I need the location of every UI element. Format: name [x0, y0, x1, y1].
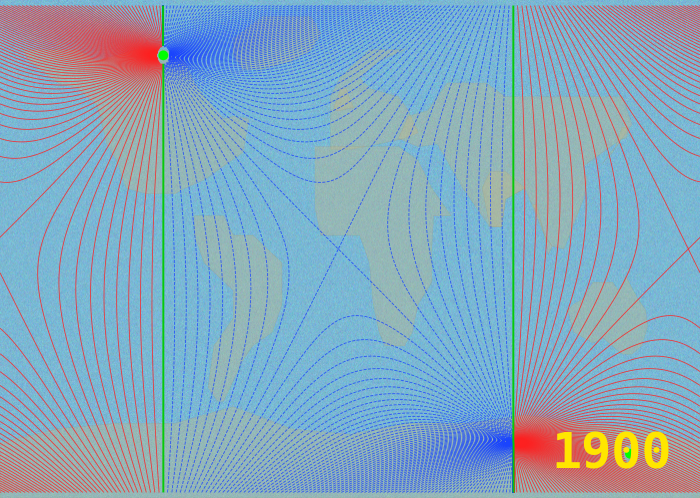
Polygon shape [603, 127, 628, 163]
Polygon shape [568, 277, 648, 354]
Polygon shape [335, 89, 354, 111]
Polygon shape [23, 50, 249, 194]
Polygon shape [398, 83, 632, 249]
Polygon shape [545, 235, 552, 254]
Text: 1900: 1900 [552, 430, 672, 478]
Polygon shape [315, 146, 451, 346]
Point [624, 450, 636, 458]
Polygon shape [482, 171, 525, 227]
Polygon shape [233, 16, 321, 69]
Point [158, 51, 169, 59]
Polygon shape [0, 407, 700, 498]
Polygon shape [330, 50, 418, 149]
Polygon shape [195, 216, 282, 401]
Polygon shape [533, 205, 545, 235]
